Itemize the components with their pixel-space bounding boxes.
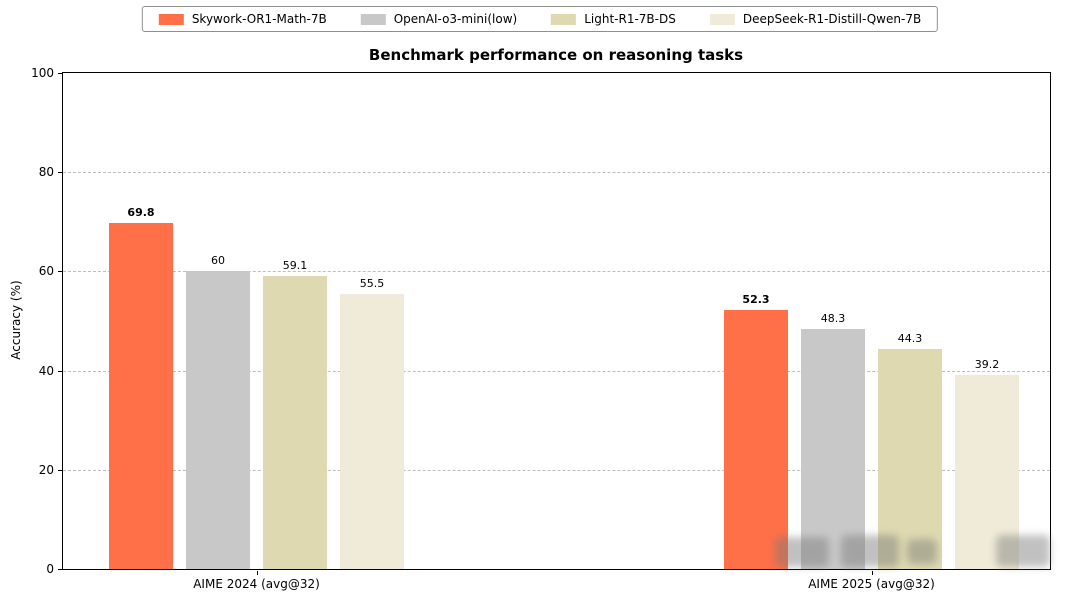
y-tick-label: 60 xyxy=(38,264,54,279)
legend-item: Skywork-OR1-Math-7B xyxy=(158,12,327,26)
x-tick-label: AIME 2025 (avg@32) xyxy=(808,577,935,591)
legend-swatch xyxy=(158,13,184,25)
y-tick-mark xyxy=(58,469,62,471)
legend-item: DeepSeek-R1-Distill-Qwen-7B xyxy=(709,12,922,26)
y-tick-mark xyxy=(58,569,62,570)
legend-swatch xyxy=(551,13,577,25)
bar-value-label: 44.3 xyxy=(897,332,923,346)
x-tick-mark xyxy=(871,571,873,575)
bar-value-label: 39.2 xyxy=(974,357,1000,371)
y-tick-mark xyxy=(58,172,62,174)
chart-title: Benchmark performance on reasoning tasks xyxy=(368,46,744,64)
bar-value-label: 52.3 xyxy=(742,292,770,306)
bar-value-label: 48.3 xyxy=(820,312,846,326)
y-tick-mark xyxy=(58,271,62,273)
legend-label: Light-R1-7B-DS xyxy=(584,12,676,26)
bar-light-r1-7b-ds: 59.1 xyxy=(263,259,327,569)
plot-area: 0 20 40 60 80 100 69.8 60 59.1 55.5 AIME 2024 (avg… xyxy=(31,66,1051,591)
gridline xyxy=(63,172,1050,174)
bar-openai-o3-mini-low-: 48.3 xyxy=(801,312,865,569)
y-axis-label: Accuracy (%) xyxy=(9,280,23,360)
y-tick-label: 40 xyxy=(38,363,54,378)
bar-skywork-or1-math-7b: 69.8 xyxy=(109,206,173,569)
y-tick-label: 20 xyxy=(38,462,54,477)
bar-group: 52.3 48.3 44.3 39.2 xyxy=(724,73,1019,569)
y-tick-label: 0 xyxy=(46,562,54,576)
legend-label: OpenAI-o3-mini(low) xyxy=(393,12,518,26)
legend-item: Light-R1-7B-DS xyxy=(551,12,676,26)
bar-light-r1-7b-ds: 44.3 xyxy=(878,332,942,569)
y-tick-mark xyxy=(58,73,62,74)
bar-group: 69.8 60 59.1 55.5 xyxy=(109,73,404,569)
bar-skywork-or1-math-7b: 52.3 xyxy=(724,293,788,569)
bar-value-label: 59.1 xyxy=(282,258,308,272)
legend-swatch xyxy=(360,13,386,25)
bar-value-label: 55.5 xyxy=(359,276,385,290)
bar-value-label: 60 xyxy=(211,254,225,268)
legend-swatch xyxy=(709,13,735,25)
legend-item: OpenAI-o3-mini(low) xyxy=(360,12,518,26)
bar-deepseek-r1-distill-qwen-7b: 39.2 xyxy=(955,358,1019,569)
legend-label: DeepSeek-R1-Distill-Qwen-7B xyxy=(742,12,922,26)
y-tick-mark xyxy=(58,370,62,372)
gridline xyxy=(63,271,1050,273)
y-tick-label: 100 xyxy=(31,66,54,80)
y-tick-label: 80 xyxy=(38,165,54,180)
bar-value-label: 69.8 xyxy=(127,205,155,219)
gridline xyxy=(63,370,1050,372)
x-tick-mark xyxy=(256,571,258,575)
bar-openai-o3-mini-low-: 60 xyxy=(186,254,250,569)
legend-label: Skywork-OR1-Math-7B xyxy=(191,12,327,26)
x-tick-label: AIME 2024 (avg@32) xyxy=(193,577,320,591)
bar-deepseek-r1-distill-qwen-7b: 55.5 xyxy=(340,277,404,569)
gridline xyxy=(63,469,1050,471)
legend: Skywork-OR1-Math-7B OpenAI-o3-mini(low) Li… xyxy=(141,6,939,32)
